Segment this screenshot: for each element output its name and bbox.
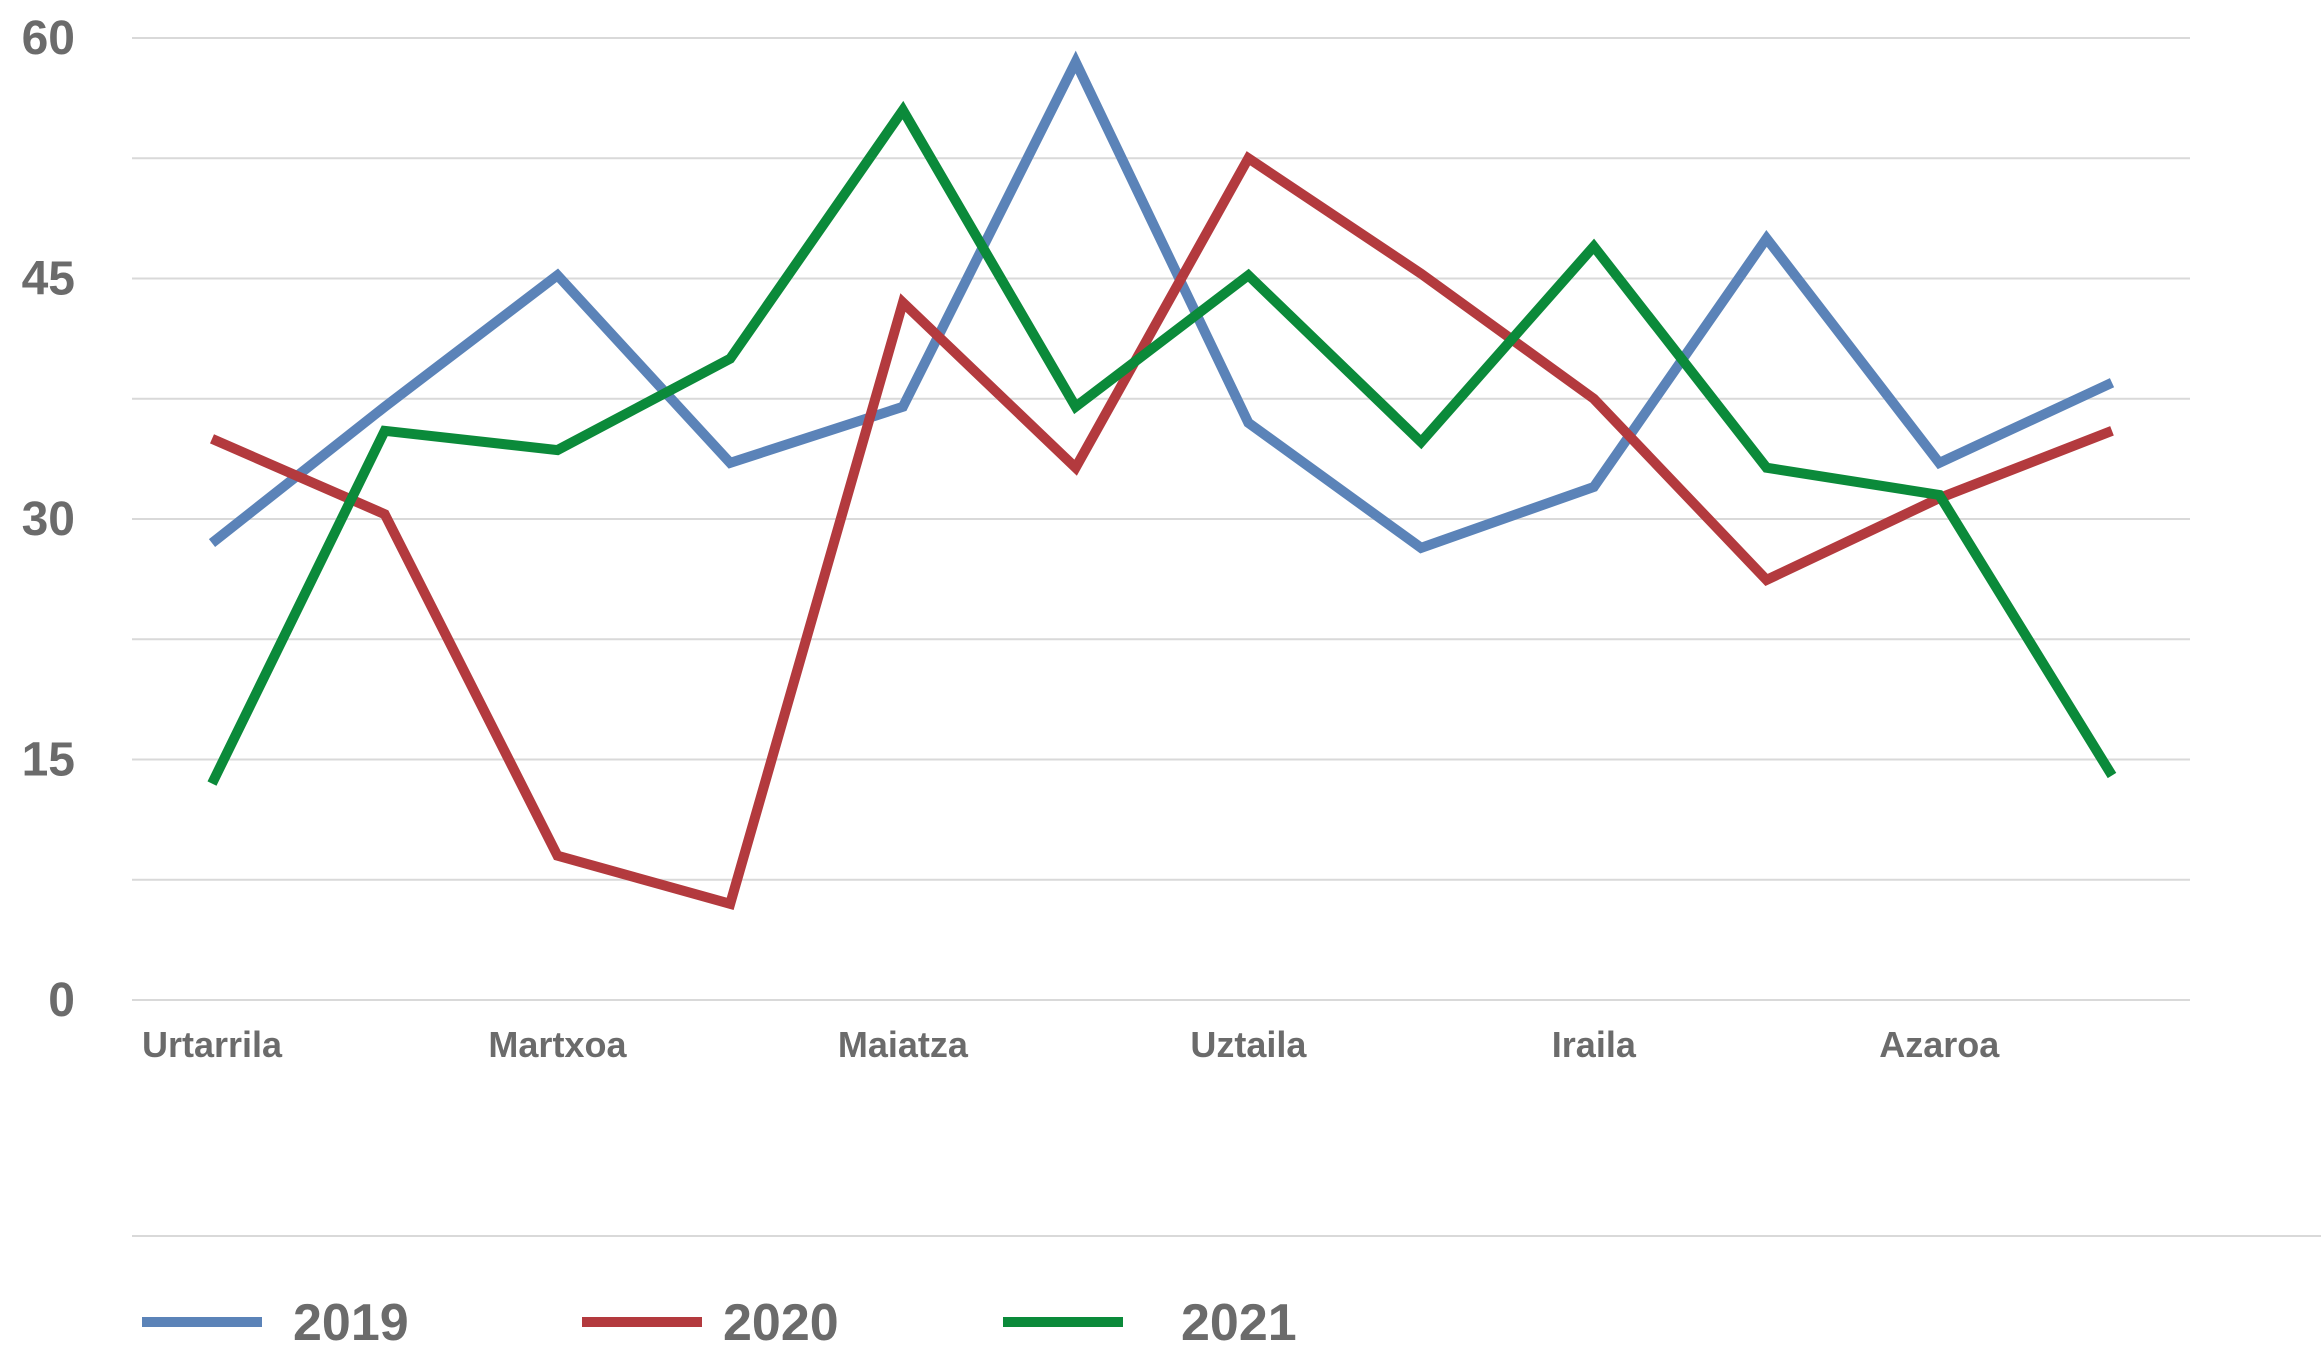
grid-lines (132, 37, 2190, 1001)
x-tick-label: Azaroa (1879, 1024, 2000, 1065)
legend-label-2019: 2019 (293, 1294, 409, 1346)
x-tick-label: Uztaila (1190, 1024, 1307, 1065)
x-tick-label: Iraila (1552, 1024, 1637, 1065)
y-tick-label: 60 (22, 12, 75, 65)
legend-label-2021: 2021 (1181, 1294, 1297, 1346)
y-tick-label: 15 (22, 734, 75, 787)
y-tick-label: 30 (22, 493, 75, 546)
x-tick-label: Maiatza (838, 1024, 969, 1065)
series-line-2019 (208, 50, 2115, 554)
x-tick-label: Martxoa (488, 1024, 627, 1065)
legend-label-2020: 2020 (723, 1294, 839, 1346)
x-axis-ticks: Urtarrila Martxoa Maiatza Uztaila Iraila Azar… (142, 1024, 2000, 1065)
series-line-2021 (207, 100, 2117, 786)
series-lines (207, 50, 2117, 910)
legend: 2019 2020 2021 (142, 1294, 1297, 1346)
series-line-2020 (210, 151, 2114, 910)
y-tick-label: 0 (48, 974, 75, 1027)
y-tick-label: 45 (22, 253, 75, 306)
y-axis-ticks: 0 15 30 45 60 (22, 12, 75, 1027)
x-tick-label: Urtarrila (142, 1024, 283, 1065)
